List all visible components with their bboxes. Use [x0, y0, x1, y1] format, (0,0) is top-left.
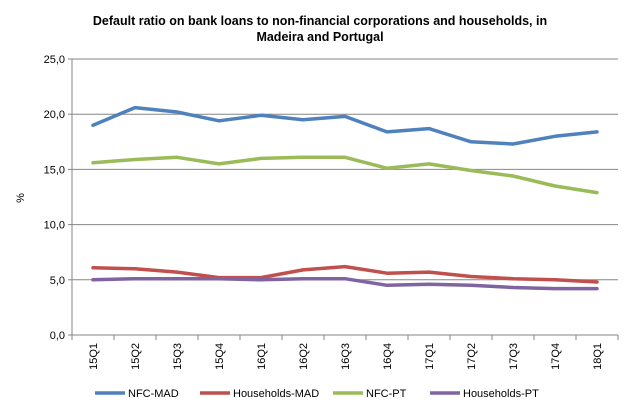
- y-axis-title: %: [15, 193, 27, 203]
- data-point-nfc-pt: [469, 169, 473, 173]
- axes: [68, 58, 619, 340]
- data-point-nfc-pt: [175, 155, 179, 159]
- legend-label: Households-MAD: [233, 388, 319, 400]
- data-point-nfc-mad: [511, 142, 515, 146]
- data-point-nfc-mad: [553, 134, 557, 138]
- data-point-nfc-mad: [595, 130, 599, 134]
- data-point-nfc-pt: [133, 157, 137, 161]
- data-point-households-mad: [553, 278, 557, 282]
- y-tick-label: 10,0: [44, 220, 65, 232]
- data-point-households-mad: [511, 277, 515, 281]
- data-point-nfc-mad: [385, 130, 389, 134]
- data-point-households-mad: [175, 270, 179, 274]
- data-point-nfc-pt: [385, 166, 389, 170]
- data-point-nfc-pt: [91, 161, 95, 165]
- data-point-nfc-pt: [259, 156, 263, 160]
- x-tick-label: 16Q2: [298, 343, 310, 370]
- x-tick-labels: 15Q1 15Q2 15Q3 15Q4 16Q1 16Q2 16Q3 16Q4 17Q1 17Q2…: [88, 343, 604, 370]
- x-tick-label: 17Q2: [466, 343, 478, 370]
- x-tick-label: 17Q4: [550, 343, 562, 370]
- series-line-nfc-mad: [91, 105, 599, 146]
- data-point-households-mad: [91, 266, 95, 270]
- data-point-nfc-mad: [301, 118, 305, 122]
- legend-item-nfc-pt: NFC-PT: [333, 388, 407, 400]
- data-point-households-mad: [133, 267, 137, 271]
- y-tick-label: 20,0: [44, 109, 65, 121]
- data-point-households-pt: [553, 287, 557, 291]
- chart-title-line-1: Default ratio on bank loans to non-finan…: [93, 14, 547, 28]
- data-point-households-pt: [385, 283, 389, 287]
- data-point-nfc-pt: [301, 155, 305, 159]
- data-point-nfc-pt: [427, 162, 431, 166]
- data-point-households-pt: [427, 282, 431, 286]
- chart-title-line-2: Madeira and Portugal: [256, 30, 383, 44]
- x-tick-label: 16Q1: [256, 343, 268, 370]
- legend-item-households-mad: Households-MAD: [200, 388, 319, 400]
- data-point-households-pt: [511, 286, 515, 290]
- y-tick-label: 5,0: [50, 275, 65, 287]
- x-tick-label: 15Q1: [88, 343, 100, 370]
- data-point-households-pt: [301, 277, 305, 281]
- data-point-households-pt: [343, 277, 347, 281]
- data-point-nfc-mad: [175, 110, 179, 114]
- data-point-nfc-mad: [469, 140, 473, 144]
- data-point-households-pt: [217, 277, 221, 281]
- series-line-nfc-pt: [91, 155, 599, 195]
- data-point-nfc-mad: [217, 119, 221, 123]
- data-point-nfc-mad: [343, 114, 347, 118]
- series-lines: [91, 105, 599, 291]
- data-point-households-pt: [259, 278, 263, 282]
- data-point-households-mad: [469, 274, 473, 278]
- data-point-households-mad: [385, 271, 389, 275]
- x-tick-label: 15Q2: [130, 343, 142, 370]
- y-tick-label: 25,0: [44, 54, 65, 66]
- y-tick-label: 15,0: [44, 164, 65, 176]
- legend-label: NFC-MAD: [128, 388, 179, 400]
- legend-item-nfc-mad: NFC-MAD: [95, 388, 179, 400]
- data-point-nfc-pt: [217, 162, 221, 166]
- x-tick-label: 16Q4: [382, 343, 394, 370]
- legend-label: Households-PT: [463, 388, 539, 400]
- y-tick-label: 0,0: [50, 330, 65, 342]
- data-point-nfc-mad: [427, 127, 431, 131]
- data-point-households-mad: [595, 280, 599, 284]
- legend-item-households-pt: Households-PT: [430, 388, 539, 400]
- gridlines: [72, 58, 618, 281]
- data-point-households-pt: [175, 277, 179, 281]
- data-point-nfc-mad: [133, 106, 137, 110]
- data-point-households-mad: [301, 268, 305, 272]
- legend-label: NFC-PT: [366, 388, 407, 400]
- chart-title: Default ratio on bank loans to non-finan…: [93, 14, 547, 44]
- data-point-households-mad: [343, 265, 347, 269]
- data-point-households-pt: [133, 277, 137, 281]
- legend: NFC-MAD Households-MAD NFC-PT Households-PT: [95, 388, 539, 400]
- data-point-nfc-pt: [343, 155, 347, 159]
- data-point-nfc-pt: [553, 184, 557, 188]
- data-point-households-mad: [427, 270, 431, 274]
- x-tick-label: 15Q4: [214, 343, 226, 370]
- data-point-nfc-mad: [259, 113, 263, 117]
- x-tick-label: 16Q3: [340, 343, 352, 370]
- data-point-nfc-pt: [511, 174, 515, 178]
- data-point-nfc-pt: [595, 191, 599, 195]
- x-tick-label: 17Q1: [424, 343, 436, 370]
- y-tick-labels: 0,0 5,0 10,0 15,0 20,0 25,0: [44, 54, 65, 342]
- data-point-households-pt: [469, 283, 473, 287]
- data-point-households-pt: [91, 278, 95, 282]
- x-tick-label: 18Q1: [592, 343, 604, 370]
- data-point-nfc-mad: [91, 123, 95, 127]
- x-tick-label: 17Q3: [508, 343, 520, 370]
- data-point-households-pt: [595, 287, 599, 291]
- x-tick-label: 15Q3: [172, 343, 184, 370]
